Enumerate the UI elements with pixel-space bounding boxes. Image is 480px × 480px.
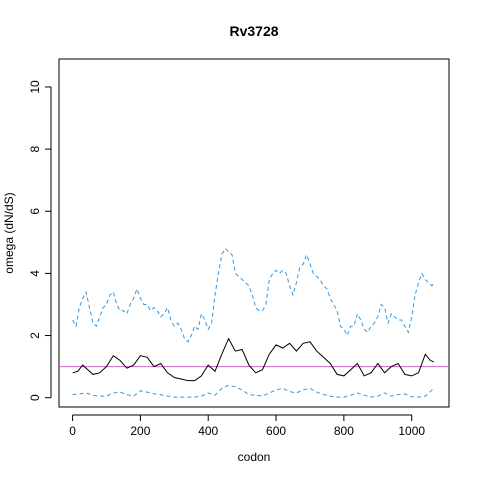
y-tick-label: 4 [28, 270, 42, 277]
chart-title: Rv3728 [229, 23, 278, 39]
series-line-3 [72, 384, 435, 398]
x-tick-label: 200 [130, 424, 150, 438]
plot-area: 0 200 400 600 800 1000 0 2 4 6 8 10 [28, 58, 450, 438]
series-line-1 [72, 337, 434, 382]
plot-frame [58, 58, 450, 408]
x-tick-label: 0 [69, 424, 76, 438]
y-tick-label: 6 [28, 208, 42, 215]
series-line-2 [72, 247, 435, 343]
y-tick-label: 0 [28, 394, 42, 401]
y-tick-label: 8 [28, 145, 42, 152]
x-tick-label: 1000 [398, 424, 425, 438]
x-tick-label: 600 [266, 424, 286, 438]
y-axis-label: omega (dN/dS) [2, 192, 16, 273]
x-tick-label: 800 [334, 424, 354, 438]
y-tick-label: 2 [28, 332, 42, 339]
x-tick-label: 400 [198, 424, 218, 438]
x-axis-label: codon [238, 450, 271, 464]
y-tick-label: 10 [28, 80, 42, 94]
